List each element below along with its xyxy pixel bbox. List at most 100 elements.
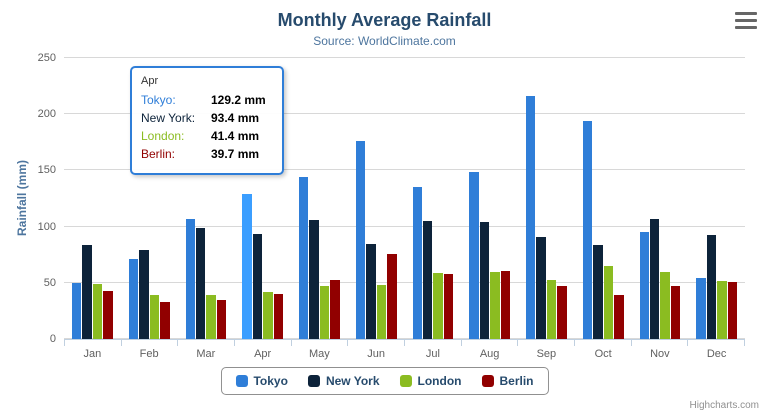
bar-tokyo-apr[interactable] (242, 193, 252, 339)
x-axis-tick (460, 340, 462, 346)
bar-tokyo-jan[interactable] (72, 282, 82, 339)
x-axis-tick (347, 340, 349, 346)
tooltip-series-name: Tokyo: (141, 93, 176, 107)
bar-london-jan[interactable] (92, 284, 103, 339)
bar-new-york-feb[interactable] (139, 250, 149, 339)
bar-groups (64, 58, 745, 339)
bar-tokyo-oct[interactable] (582, 120, 593, 339)
bar-new-york-may[interactable] (309, 219, 319, 339)
x-axis-labels: Jan Feb Mar Apr May Jun Jul Aug Sep Oct Nov Dec (64, 348, 745, 360)
bar-berlin-aug[interactable] (500, 271, 510, 339)
bar-group-jun (348, 58, 405, 339)
bar-new-york-sep[interactable] (536, 236, 546, 339)
bar-london-feb[interactable] (149, 295, 160, 339)
bar-group-sep (518, 58, 575, 339)
bar-berlin-oct[interactable] (614, 295, 624, 339)
tooltip: Apr Tokyo: 129.2 mm New York: 93.4 mm London… (130, 66, 284, 175)
bar-london-jul[interactable] (433, 272, 443, 339)
bar-tokyo-mar[interactable] (185, 219, 195, 339)
gridline (64, 281, 745, 283)
x-axis-label-dec: Dec (706, 348, 727, 360)
bar-group-aug (461, 58, 518, 339)
legend-symbol-icon (399, 375, 412, 387)
bar-tokyo-may[interactable] (299, 177, 309, 339)
x-axis-tick (687, 340, 689, 346)
x-axis-tick (290, 340, 292, 346)
tooltip-series-value: 39.7 mm (211, 147, 260, 161)
x-axis-tick (233, 340, 235, 346)
hamburger-line (735, 26, 757, 29)
bar-group-mar (178, 58, 235, 339)
credits-link[interactable]: Highcharts.com (689, 400, 759, 411)
bar-berlin-apr[interactable] (273, 294, 283, 339)
y-axis-labels: 0 50 100 150 200 250 (10, 52, 56, 345)
bar-berlin-sep[interactable] (557, 285, 567, 339)
bar-new-york-apr[interactable] (252, 234, 263, 339)
bar-new-york-jul[interactable] (422, 220, 433, 339)
y-axis-label: 250 (37, 52, 56, 64)
bar-berlin-jul[interactable] (443, 274, 454, 339)
gridline (64, 113, 745, 115)
x-axis-label-sep: Sep (536, 348, 557, 360)
bar-berlin-nov[interactable] (670, 286, 681, 339)
bar-london-jun[interactable] (376, 284, 387, 339)
bar-new-york-nov[interactable] (649, 219, 660, 339)
bar-tokyo-jun[interactable] (355, 141, 366, 339)
bar-new-york-dec[interactable] (706, 235, 717, 339)
legend-label: Berlin (499, 374, 534, 388)
legend-item-tokyo[interactable]: Tokyo (235, 374, 288, 388)
bar-london-mar[interactable] (206, 294, 216, 339)
y-axis-label: 200 (37, 108, 56, 121)
bar-new-york-jun[interactable] (366, 244, 376, 339)
x-axis-label-jun: Jun (367, 348, 385, 360)
bar-berlin-dec[interactable] (727, 281, 737, 339)
bar-berlin-jun[interactable] (387, 254, 397, 339)
bar-tokyo-nov[interactable] (639, 231, 649, 339)
hamburger-menu-icon[interactable] (735, 12, 757, 29)
x-axis-label-feb: Feb (139, 348, 159, 360)
x-axis-label-jul: Jul (425, 348, 440, 360)
y-axis-label: 0 (49, 333, 56, 345)
gridline (64, 169, 745, 171)
bar-london-apr[interactable] (263, 292, 273, 339)
bar-london-oct[interactable] (603, 265, 614, 339)
bar-london-aug[interactable] (490, 272, 500, 339)
legend-symbol-icon (235, 375, 248, 387)
x-axis-label-jan: Jan (83, 348, 102, 360)
bar-new-york-oct[interactable] (593, 245, 603, 339)
bar-london-may[interactable] (319, 286, 330, 339)
bar-tokyo-feb[interactable] (128, 258, 139, 339)
gridline (64, 57, 745, 58)
bar-tokyo-dec[interactable] (696, 277, 706, 339)
bar-london-sep[interactable] (546, 280, 557, 339)
bar-tokyo-sep[interactable] (526, 95, 536, 339)
legend: Tokyo New York London Berlin (220, 367, 549, 395)
x-axis-tick (64, 340, 65, 346)
tooltip-series-value: 41.4 mm (211, 129, 260, 143)
x-axis-tick (743, 340, 745, 346)
x-axis-label-apr: Apr (254, 348, 272, 360)
tooltip-row: London: 41.4 mm (141, 129, 273, 143)
bar-tokyo-jul[interactable] (412, 186, 422, 339)
bar-group-oct (575, 58, 632, 339)
tooltip-series-value: 93.4 mm (211, 111, 260, 125)
x-axis-label-mar: Mar (196, 348, 216, 360)
bar-berlin-jan[interactable] (103, 291, 113, 339)
tooltip-row: Tokyo: 129.2 mm (141, 93, 273, 107)
bar-new-york-aug[interactable] (479, 221, 490, 339)
legend-label: London (417, 374, 462, 388)
bar-london-dec[interactable] (717, 281, 727, 339)
hamburger-line (735, 12, 757, 15)
bar-london-nov[interactable] (660, 272, 670, 339)
bar-new-york-mar[interactable] (195, 228, 206, 339)
bar-berlin-mar[interactable] (216, 300, 227, 339)
legend-item-new-york[interactable]: New York (307, 374, 380, 388)
bar-berlin-feb[interactable] (160, 301, 170, 339)
bar-group-feb (121, 58, 178, 339)
legend-item-berlin[interactable]: Berlin (481, 374, 534, 388)
bar-tokyo-aug[interactable] (469, 172, 479, 339)
legend-symbol-icon (307, 375, 320, 387)
bar-berlin-may[interactable] (330, 279, 340, 339)
bar-new-york-jan[interactable] (82, 245, 92, 339)
legend-item-london[interactable]: London (399, 374, 462, 388)
